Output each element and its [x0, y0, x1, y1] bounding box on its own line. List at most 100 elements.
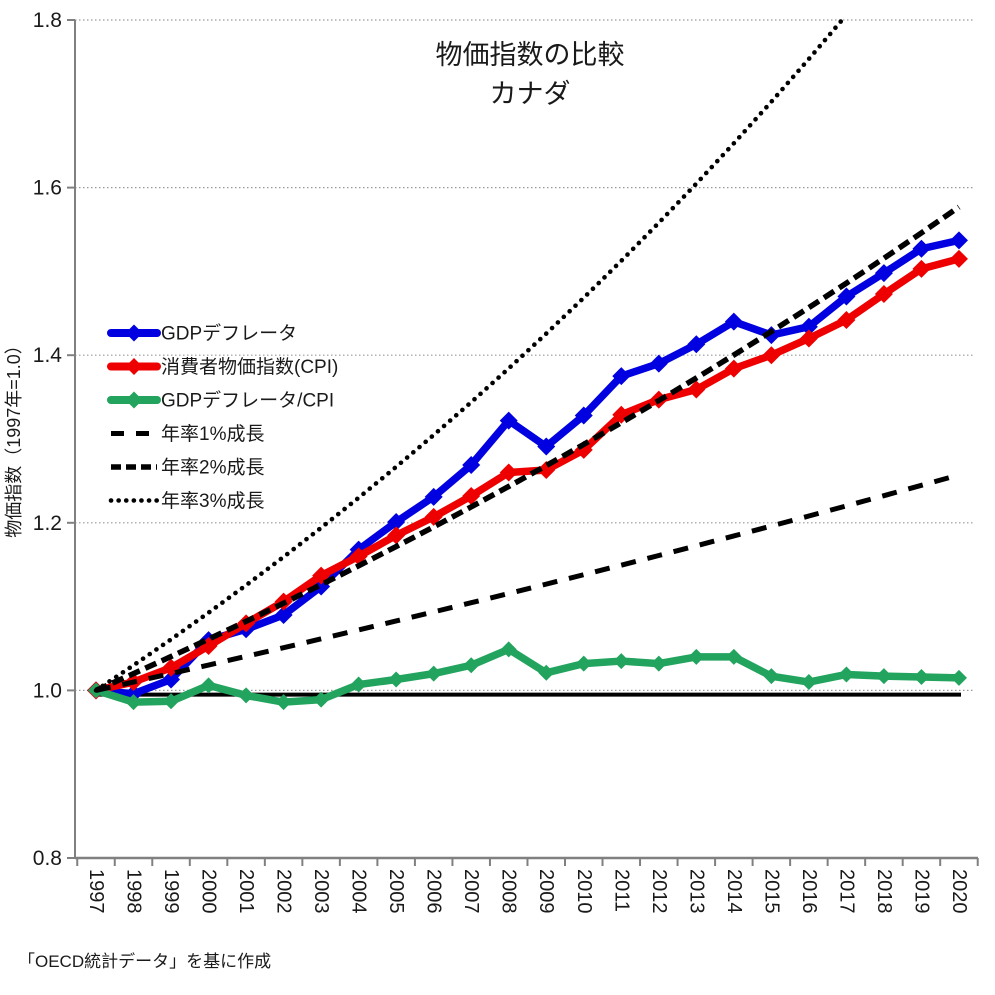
legend-item-gdp-deflator: GDPデフレータ	[107, 323, 297, 345]
legend-item-gdp-deflator-cpi-ratio: GDPデフレータ/CPI	[107, 390, 334, 412]
series-growth-1pct	[95, 472, 960, 693]
x-tick-label: 2018	[873, 869, 895, 914]
data-point-cpi	[799, 329, 818, 348]
data-point-gdp-deflator-cpi-ratio	[650, 655, 667, 672]
data-point-gdp-deflator-cpi-ratio	[875, 668, 892, 685]
data-point-gdp-deflator-cpi-ratio	[388, 671, 405, 688]
x-tick-label: 2015	[760, 869, 782, 914]
data-point-cpi	[462, 486, 481, 505]
data-point-gdp-deflator	[724, 312, 743, 331]
data-point-gdp-deflator-cpi-ratio	[163, 693, 180, 710]
data-point-gdp-deflator-cpi-ratio	[800, 674, 817, 691]
data-point-gdp-deflator-cpi-ratio	[838, 666, 855, 683]
series-growth-2pct	[94, 204, 961, 693]
legend-label-gdp-deflator: GDPデフレータ	[161, 323, 297, 345]
series-line-growth-3pct	[93, 19, 846, 693]
x-tick-label: 2017	[835, 869, 857, 914]
data-point-cpi	[499, 463, 518, 482]
data-point-gdp-deflator-cpi-ratio	[688, 648, 705, 665]
data-point-cpi	[387, 526, 406, 545]
series-growth-3pct	[93, 19, 846, 693]
data-point-gdp-deflator-cpi-ratio	[913, 668, 930, 685]
series-line-growth-1pct	[95, 472, 960, 693]
legend-marker-gdp-deflator	[125, 324, 143, 342]
x-tick-label: 2007	[460, 869, 482, 914]
data-point-gdp-deflator	[162, 670, 181, 689]
data-point-gdp-deflator-cpi-ratio	[275, 694, 292, 711]
legend-item-growth-2pct: 年率2%成長	[111, 457, 264, 479]
data-point-gdp-deflator	[274, 605, 293, 624]
x-tick-label: 2005	[385, 869, 407, 914]
data-point-cpi	[687, 380, 706, 399]
data-point-gdp-deflator	[837, 287, 856, 306]
x-tick-label: 2011	[610, 869, 632, 912]
data-point-gdp-deflator	[912, 239, 931, 258]
data-point-gdp-deflator-cpi-ratio	[200, 677, 217, 694]
legend-item-cpi: 消費者物価指数(CPI)	[107, 356, 338, 378]
tick-labels: 0.8 1.0 1.2 1.4 1.6 1.8 1997 1998 1999 2000 2001 20…	[33, 9, 970, 914]
data-point-gdp-deflator-cpi-ratio	[463, 657, 480, 674]
data-point-gdp-deflator-cpi-ratio	[425, 665, 442, 682]
chart-title-line1: 物価指数の比較	[436, 40, 625, 70]
legend-item-growth-1pct: 年率1%成長	[111, 423, 264, 445]
data-point-gdp-deflator	[574, 406, 593, 425]
x-tick-label: 2003	[310, 869, 332, 914]
x-tick-label: 2010	[573, 869, 595, 914]
source-note: 「OECD統計データ」を基に作成	[18, 951, 271, 971]
data-point-gdp-deflator	[387, 512, 406, 531]
x-tick-label: 2006	[423, 869, 445, 914]
data-point-gdp-deflator-cpi-ratio	[763, 668, 780, 685]
data-point-gdp-deflator-cpi-ratio	[313, 691, 330, 708]
legend-label-growth-2pct: 年率2%成長	[161, 457, 264, 479]
data-point-gdp-deflator-cpi-ratio	[950, 669, 967, 686]
data-point-cpi	[874, 285, 893, 304]
data-point-gdp-deflator	[537, 437, 556, 456]
data-point-gdp-deflator	[762, 326, 781, 345]
y-tick-label: 1.6	[33, 177, 62, 200]
data-point-gdp-deflator-cpi-ratio	[238, 687, 255, 704]
data-point-cpi	[724, 359, 743, 378]
data-point-gdp-deflator-cpi-ratio	[125, 694, 142, 711]
x-tick-label: 2001	[235, 869, 257, 914]
data-point-cpi	[912, 259, 931, 278]
data-series	[87, 19, 968, 711]
x-tick-label: 2008	[498, 869, 520, 914]
data-point-gdp-deflator-cpi-ratio	[613, 653, 630, 670]
x-tick-label: 2002	[273, 869, 295, 914]
legend-label-gdp-deflator-cpi-ratio: GDPデフレータ/CPI	[161, 390, 334, 412]
data-point-gdp-deflator-cpi-ratio	[575, 655, 592, 672]
data-point-gdp-deflator	[687, 335, 706, 354]
legend-item-growth-3pct: 年率3%成長	[108, 490, 264, 512]
data-point-cpi	[837, 311, 856, 330]
x-tick-label: 1999	[160, 869, 182, 914]
data-point-gdp-deflator-cpi-ratio	[350, 676, 367, 693]
chart-title-line2: カナダ	[490, 79, 571, 109]
series-line-growth-2pct	[94, 204, 961, 693]
x-tick-label: 2004	[348, 869, 370, 914]
legend-marker-gdp-deflator-cpi-ratio	[125, 391, 143, 409]
y-axis-title: 物価指数（1997年=1.0）	[4, 336, 24, 538]
data-point-gdp-deflator-cpi-ratio	[538, 664, 555, 681]
series-gdp-deflator-cpi-ratio	[88, 641, 967, 711]
data-point-cpi	[762, 346, 781, 365]
data-point-gdp-deflator	[424, 487, 443, 506]
x-tick-label: 2020	[948, 869, 970, 914]
x-tick-label: 1998	[123, 869, 145, 914]
x-tick-label: 2019	[910, 869, 932, 914]
x-tick-label: 2013	[685, 869, 707, 914]
x-tick-label: 2000	[198, 869, 220, 914]
x-tick-label: 1997	[85, 869, 107, 914]
legend-label-growth-1pct: 年率1%成長	[161, 423, 264, 445]
y-tick-label: 1.4	[33, 344, 63, 367]
x-tick-label: 2009	[535, 869, 557, 914]
axes	[67, 19, 979, 866]
data-point-gdp-deflator	[649, 354, 668, 373]
legend-label-growth-3pct: 年率3%成長	[161, 490, 264, 512]
series-line-cpi	[92, 255, 963, 695]
y-tick-label: 1.8	[33, 9, 62, 32]
data-point-gdp-deflator	[612, 367, 631, 386]
y-tick-label: 1.0	[33, 679, 62, 702]
data-point-cpi	[949, 249, 968, 268]
